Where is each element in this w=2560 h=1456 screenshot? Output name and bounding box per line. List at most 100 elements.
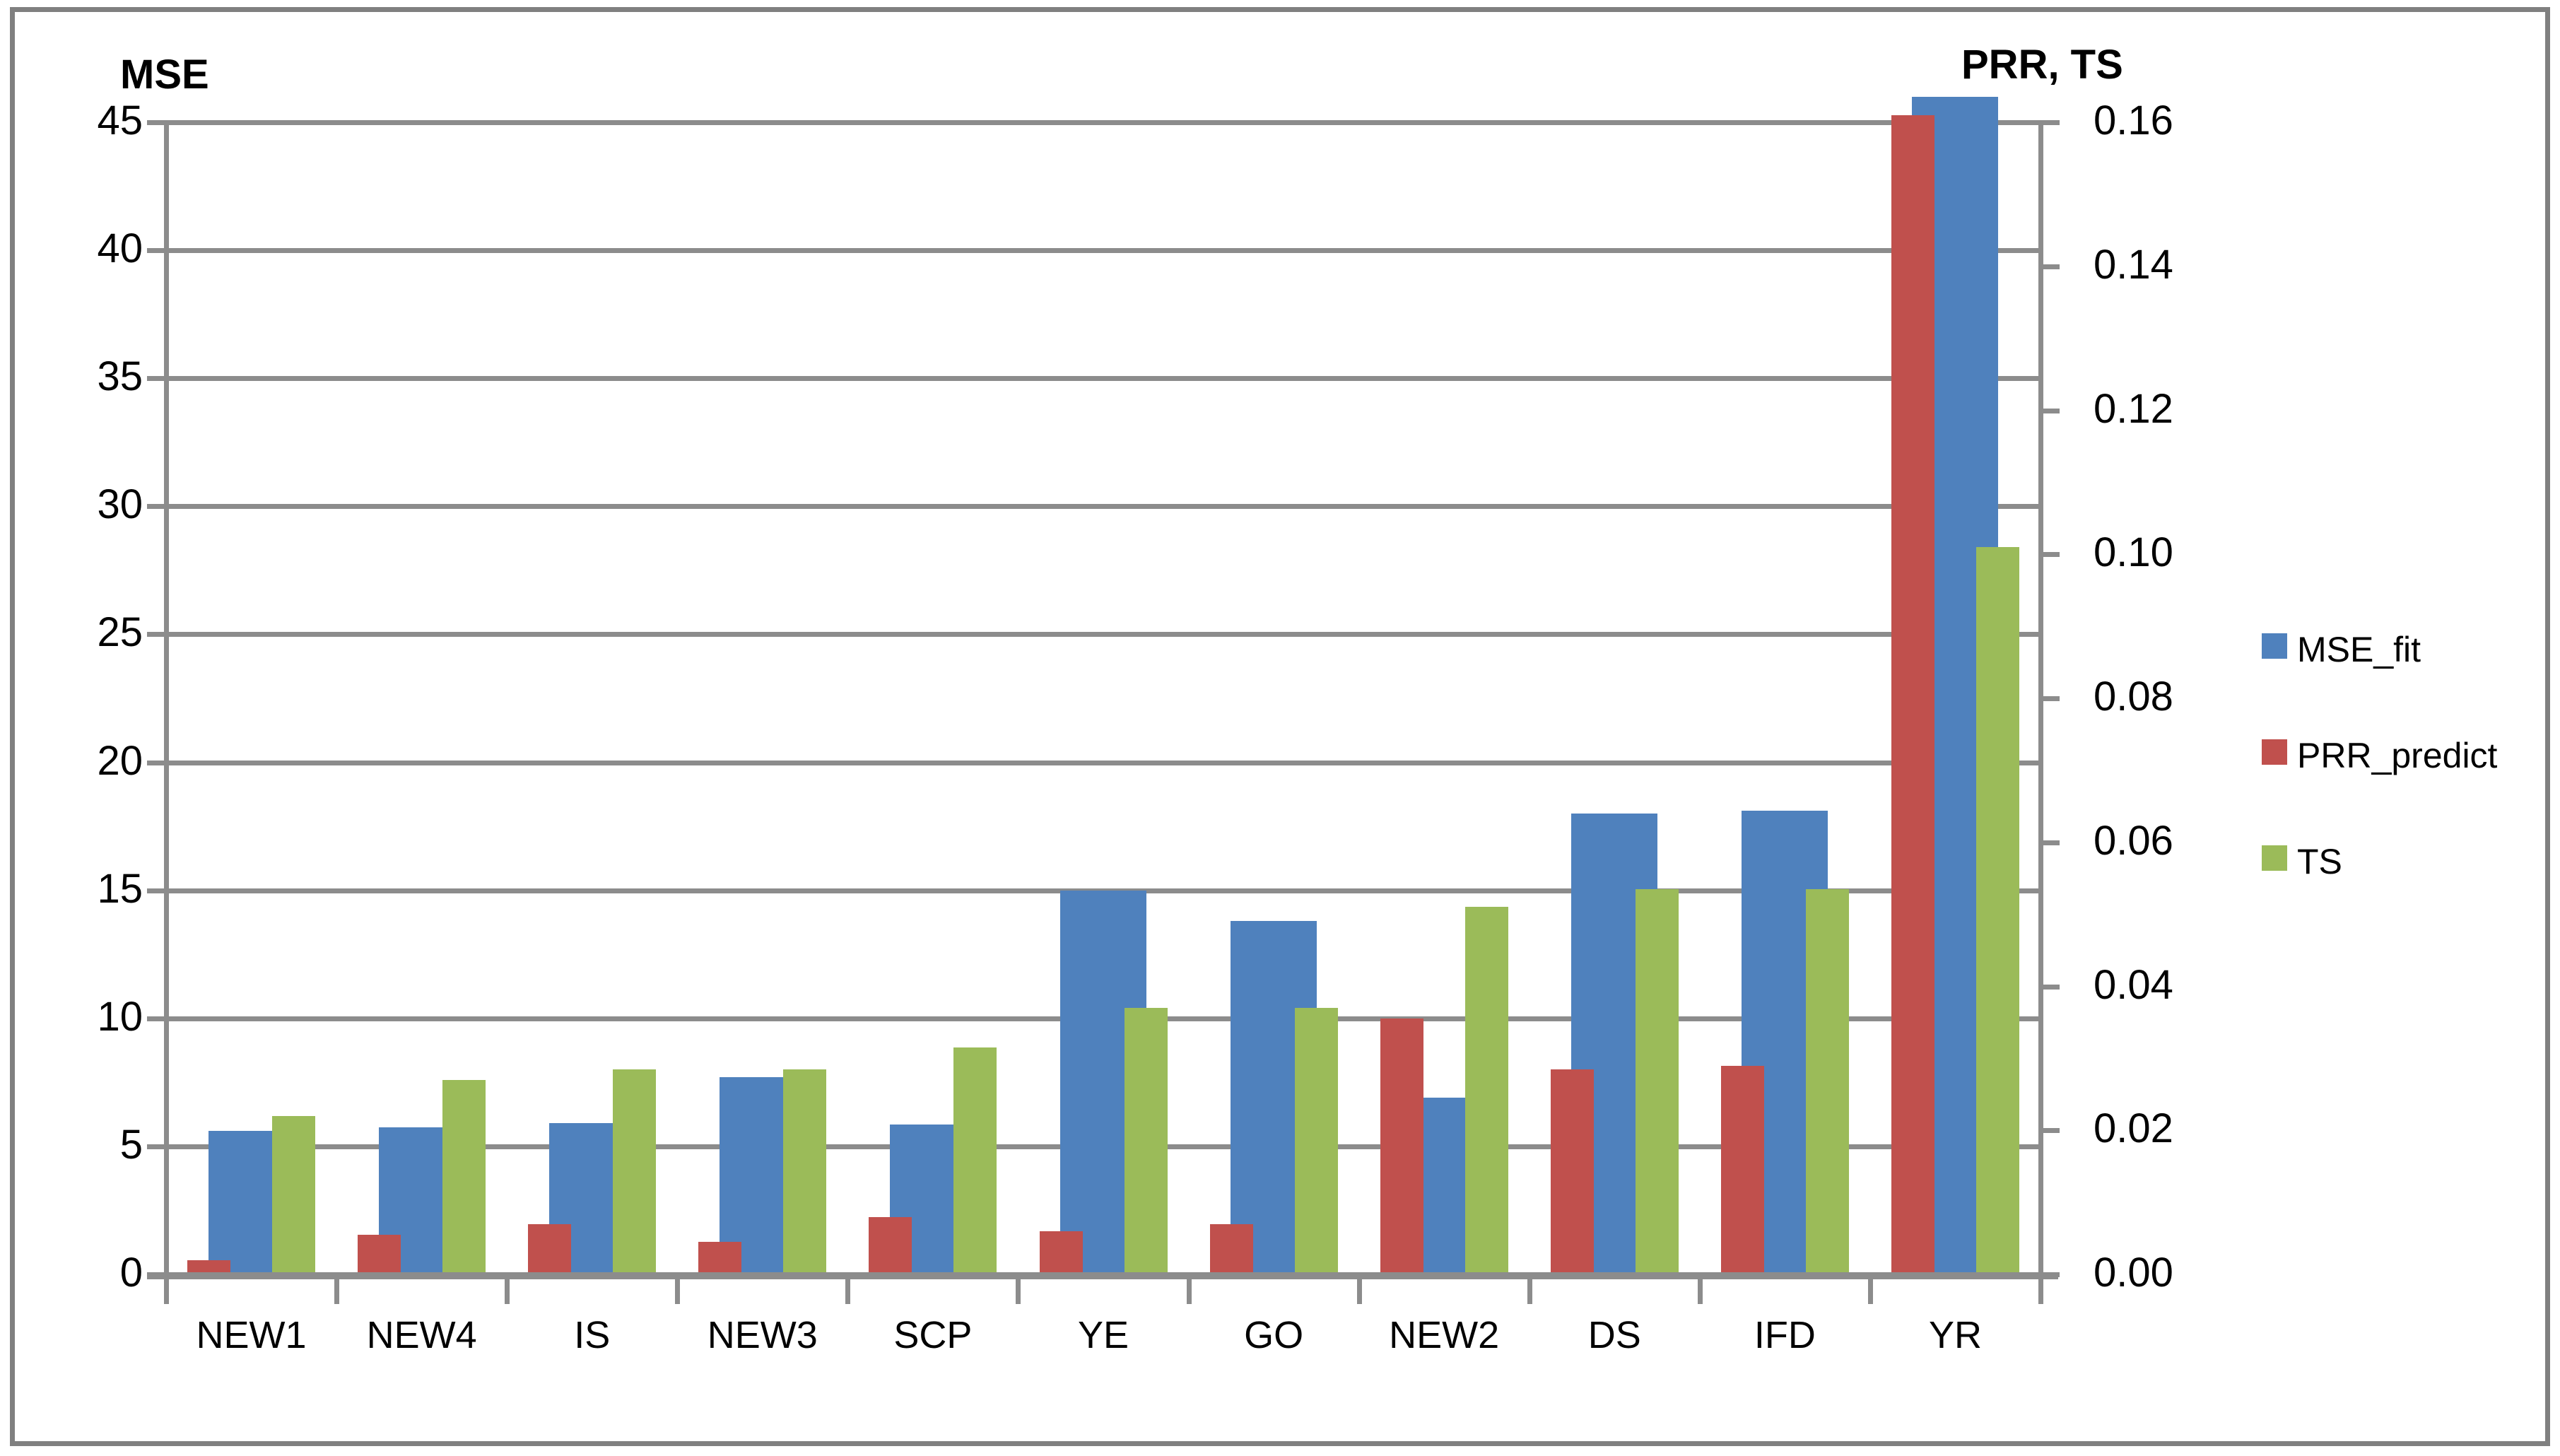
right-axis-tick <box>2041 840 2060 845</box>
right-axis-tick-label: 0.00 <box>2094 1250 2173 1296</box>
right-axis-tick <box>2041 1128 2060 1134</box>
right-axis-tick-label: 0.02 <box>2094 1105 2173 1152</box>
x-axis-label-new3: NEW3 <box>707 1314 818 1356</box>
right-axis-tick-label: 0.08 <box>2094 674 2173 720</box>
bar-prr_predict-yr <box>1891 115 1934 1276</box>
x-axis-label-ye: YE <box>1077 1314 1129 1356</box>
x-axis-label-ds: DS <box>1587 1314 1641 1356</box>
right-axis-tick-label: 0.16 <box>2094 98 2173 143</box>
x-axis-label-go: GO <box>1244 1314 1304 1356</box>
gridline <box>166 120 2041 125</box>
bar-prr_predict-ds <box>1550 1069 1594 1276</box>
right-axis-title: PRR, TS <box>1961 42 2123 88</box>
left-axis-tick-label: 10 <box>97 993 143 1040</box>
right-axis-tick <box>2041 408 2060 413</box>
bar-ts-new2 <box>1464 907 1508 1276</box>
legend-swatch-icon <box>2262 633 2287 659</box>
right-axis-tick-label: 0.10 <box>2094 529 2173 576</box>
x-axis-label-new2: NEW2 <box>1389 1314 1500 1356</box>
bar-prr_predict-new4 <box>358 1234 401 1276</box>
x-axis-label-new4: NEW4 <box>366 1314 477 1356</box>
legend-label: PRR_predict <box>2297 736 2498 775</box>
left-axis-title: MSE <box>120 52 209 98</box>
left-axis-tick <box>147 1016 166 1021</box>
legend-label: TS <box>2297 842 2342 881</box>
bar-prr_predict-new2 <box>1380 1018 1423 1276</box>
left-axis-tick <box>147 1144 166 1149</box>
left-axis-tick <box>147 248 166 254</box>
left-axis-tick <box>147 1272 166 1277</box>
left-axis-tick-label: 35 <box>97 353 143 400</box>
x-axis-tick <box>505 1274 510 1304</box>
x-axis-tick <box>1697 1274 1703 1304</box>
gridline <box>166 376 2041 382</box>
legend-swatch-icon <box>2262 739 2287 765</box>
left-axis-tick-label: 0 <box>119 1250 143 1296</box>
left-axis-tick-label: 30 <box>97 481 143 528</box>
x-axis-tick <box>1356 1274 1362 1304</box>
bar-ts-yr <box>1975 547 2019 1276</box>
left-axis-tick-label: 15 <box>97 865 143 912</box>
left-axis-tick <box>147 504 166 510</box>
x-axis-tick <box>1867 1274 1873 1304</box>
x-axis-tick <box>2038 1274 2043 1304</box>
gridline <box>166 504 2041 510</box>
bar-prr_predict-new1 <box>187 1260 231 1276</box>
x-axis-label-scp: SCP <box>893 1314 973 1356</box>
left-axis-tick-label: 5 <box>119 1121 143 1168</box>
gridline <box>166 248 2041 254</box>
x-axis-tick <box>845 1274 851 1304</box>
right-axis-tick <box>2041 264 2060 269</box>
left-axis-tick <box>147 632 166 638</box>
chart-outer-border <box>10 7 2550 1446</box>
bar-prr_predict-scp <box>869 1216 912 1276</box>
right-axis-tick <box>2041 696 2060 701</box>
right-axis-tick-label: 0.04 <box>2094 961 2173 1008</box>
left-axis-tick <box>147 760 166 765</box>
bar-ts-scp <box>953 1047 997 1276</box>
left-axis-tick-label: 20 <box>97 737 143 784</box>
x-axis-label-ifd: IFD <box>1754 1314 1816 1356</box>
right-axis-tick <box>2041 1272 2060 1277</box>
bar-ts-new1 <box>272 1115 316 1276</box>
x-axis-label-is: IS <box>574 1314 611 1356</box>
right-axis-tick <box>2041 984 2060 990</box>
bar-prr_predict-ifd <box>1720 1065 1764 1276</box>
left-axis-tick-label: 25 <box>97 609 143 656</box>
right-axis-tick-label: 0.14 <box>2094 241 2173 288</box>
left-axis-line <box>164 122 169 1304</box>
gridline <box>166 760 2041 765</box>
left-axis-tick-label: 45 <box>97 98 143 143</box>
bar-ts-is <box>613 1069 657 1276</box>
legend-swatch-icon <box>2262 845 2287 871</box>
right-axis-line <box>2038 122 2043 1281</box>
right-axis-tick-label: 0.12 <box>2094 385 2173 432</box>
left-axis-tick <box>147 376 166 382</box>
x-axis-tick <box>334 1274 340 1304</box>
x-axis-line <box>147 1272 2058 1279</box>
right-axis-tick <box>2041 120 2060 125</box>
bar-ts-ifd <box>1805 888 1849 1276</box>
bar-ts-ds <box>1635 888 1679 1276</box>
bar-prr_predict-go <box>1209 1223 1253 1276</box>
x-axis-tick <box>164 1274 169 1304</box>
left-axis-tick <box>147 120 166 125</box>
x-axis-tick <box>675 1274 681 1304</box>
gridline <box>166 632 2041 638</box>
bar-ts-go <box>1294 1008 1338 1276</box>
left-axis-tick-label: 40 <box>97 225 143 272</box>
bar-prr_predict-ye <box>1039 1231 1083 1276</box>
bar-ts-new3 <box>783 1069 827 1276</box>
x-axis-tick <box>1016 1274 1021 1304</box>
bar-ts-ye <box>1124 1008 1168 1276</box>
bar-ts-new4 <box>442 1079 486 1276</box>
x-axis-label-yr: YR <box>1928 1314 1982 1356</box>
x-axis-tick <box>1186 1274 1192 1304</box>
right-axis-tick-label: 0.06 <box>2094 817 2173 864</box>
left-axis-tick <box>147 888 166 893</box>
bar-prr_predict-new3 <box>698 1242 742 1276</box>
bar-prr_predict-is <box>528 1223 572 1276</box>
x-axis-tick <box>1527 1274 1532 1304</box>
x-axis-label-new1: NEW1 <box>196 1314 307 1356</box>
